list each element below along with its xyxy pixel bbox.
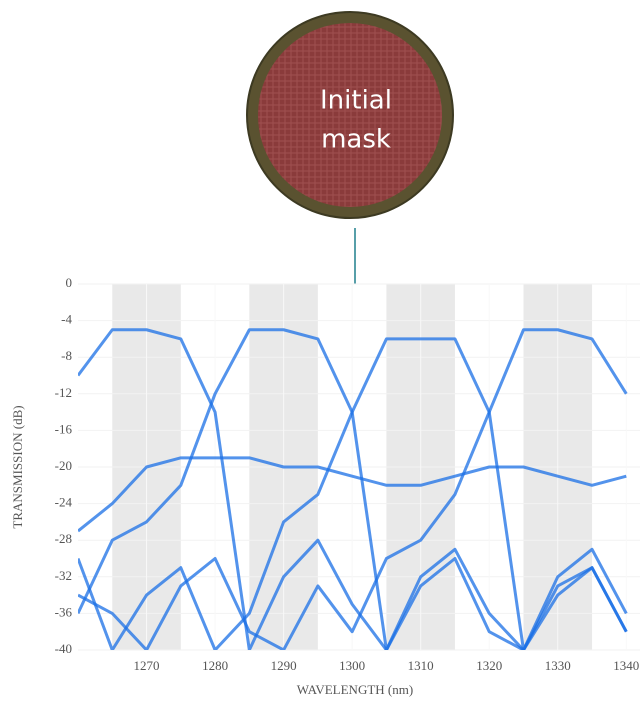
x-tick-label: 1310 <box>408 658 434 673</box>
y-tick-label: -28 <box>55 531 72 546</box>
mask-icon: Initial mask <box>247 12 453 218</box>
mask-label: mask <box>321 125 391 155</box>
y-tick-label: -24 <box>55 495 73 510</box>
y-tick-label: -40 <box>55 641 72 656</box>
y-tick-label: -8 <box>61 348 72 363</box>
y-tick-label: -20 <box>55 458 72 473</box>
y-axis-title: TRANSMISSION (dB) <box>10 405 25 528</box>
figure: Initial mask 0 -4 -8 -12 -16 -20 -24 -28 -32 -36 -… <box>0 0 640 704</box>
x-tick-label: 1320 <box>476 658 502 673</box>
y-tick-label: -16 <box>55 421 73 436</box>
y-tick-label: 0 <box>66 275 73 290</box>
mask-label: Initial <box>320 86 392 116</box>
x-tick-label: 1340 <box>613 658 639 673</box>
y-tick-label: -12 <box>55 385 72 400</box>
x-axis-title: WAVELENGTH (nm) <box>297 682 413 697</box>
x-tick-label: 1270 <box>134 658 160 673</box>
y-tick-label: -36 <box>55 604 73 619</box>
y-tick-label: -32 <box>55 568 72 583</box>
x-tick-label: 1300 <box>339 658 365 673</box>
y-tick-label: -4 <box>61 312 72 327</box>
plot: 0 -4 -8 -12 -16 -20 -24 -28 -32 -36 -40 1270 1280 129… <box>55 275 640 673</box>
x-tick-label: 1280 <box>202 658 228 673</box>
x-tick-label: 1290 <box>271 658 297 673</box>
x-tick-label: 1330 <box>545 658 571 673</box>
